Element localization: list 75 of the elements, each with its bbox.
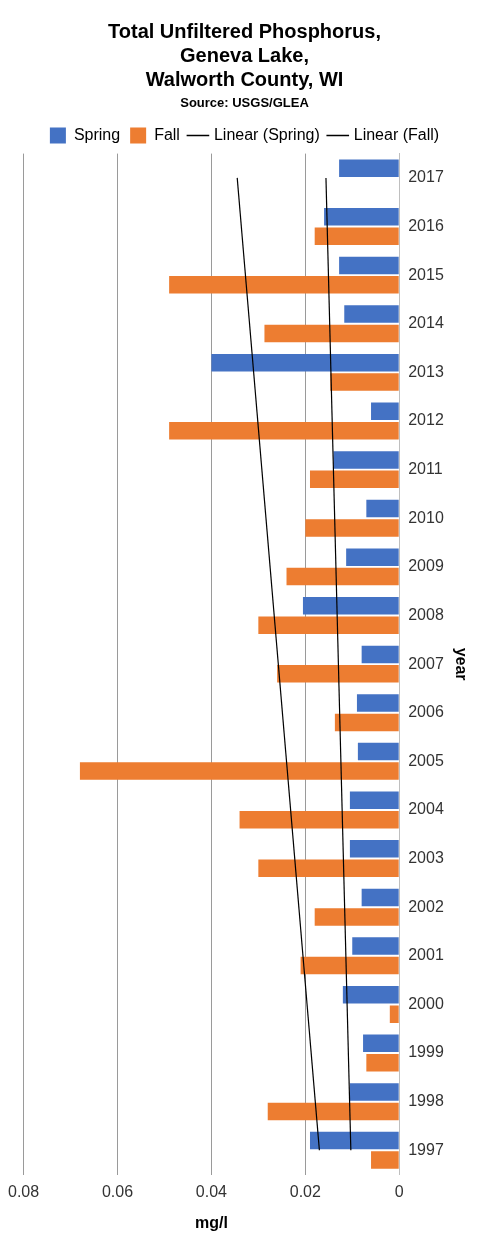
bar (346, 548, 399, 566)
bar (357, 742, 399, 761)
bar (371, 402, 399, 421)
x-tick-label: 0.06 (101, 1182, 134, 1200)
y-tick-label: 2011 (408, 460, 443, 478)
bar (264, 324, 399, 343)
bar (79, 762, 399, 780)
bar (330, 373, 399, 391)
y-tick-label: 2004 (408, 800, 444, 818)
y-tick-label: 2009 (408, 557, 444, 575)
y-tick-label: 2013 (408, 362, 444, 380)
bar (314, 227, 399, 245)
bar (333, 451, 399, 469)
y-tick-label: 2014 (408, 314, 444, 332)
bar (211, 353, 399, 372)
bar (361, 645, 399, 664)
y-tick-label: 2012 (408, 411, 444, 429)
bar (239, 810, 399, 829)
x-tick-label: 0 (394, 1182, 404, 1200)
bar (361, 888, 399, 907)
y-tick-label: 2003 (408, 848, 444, 866)
legend-label: Spring (73, 126, 121, 144)
bar (324, 208, 399, 226)
x-tick-label: 0.02 (289, 1182, 321, 1200)
x-tick-label: 0.04 (195, 1182, 228, 1200)
chart-subtitle: Source: USGS/GLEA (180, 95, 310, 111)
y-tick-label: 2001 (408, 946, 444, 964)
bar (267, 1102, 399, 1121)
bar (258, 616, 399, 634)
y-axis-title: year (452, 647, 470, 681)
y-tick-label: 2000 (408, 994, 444, 1012)
bar (309, 1131, 399, 1150)
bar (349, 791, 399, 809)
y-tick-label: 2005 (408, 751, 444, 769)
bar (305, 519, 399, 537)
bar (300, 956, 399, 975)
bar (371, 1151, 399, 1169)
bar (309, 470, 399, 489)
y-tick-label: 2008 (408, 605, 444, 623)
y-tick-label: 1999 (408, 1043, 444, 1061)
bar (389, 1005, 399, 1023)
bar (366, 1054, 399, 1072)
bar (258, 859, 399, 878)
bar (169, 276, 399, 294)
bar (352, 937, 399, 955)
bar (277, 665, 399, 683)
y-tick-label: 2002 (408, 897, 444, 915)
y-tick-label: 1997 (408, 1140, 444, 1158)
y-tick-label: 2010 (408, 508, 444, 526)
y-tick-label: 2007 (408, 654, 444, 672)
legend-label: Linear (Fall) (353, 126, 440, 144)
bar (344, 305, 399, 323)
bar (169, 421, 399, 440)
y-tick-label: 2006 (408, 703, 444, 721)
bar (342, 985, 399, 1004)
x-tick-label: 0.08 (8, 1182, 40, 1200)
bar (356, 694, 399, 712)
y-tick-label: 2016 (408, 216, 444, 234)
bar (339, 159, 399, 177)
bar (366, 499, 399, 518)
bar (314, 908, 399, 926)
y-tick-label: 1998 (408, 1092, 444, 1110)
bar (339, 256, 399, 275)
y-tick-label: 2017 (408, 168, 444, 186)
x-axis-title: mg/l (194, 1213, 228, 1231)
bar (302, 597, 399, 615)
bar (286, 567, 399, 586)
bar (349, 840, 399, 858)
bar (363, 1034, 399, 1053)
y-tick-label: 2015 (408, 265, 444, 283)
bar (334, 713, 399, 732)
legend-label: Fall (154, 126, 180, 144)
legend-label: Linear (Spring) (213, 126, 320, 144)
bar (349, 1083, 399, 1101)
chart-title: Total Unfiltered Phosphorus, Geneva Lake, Walworth County, WI (108, 19, 381, 90)
